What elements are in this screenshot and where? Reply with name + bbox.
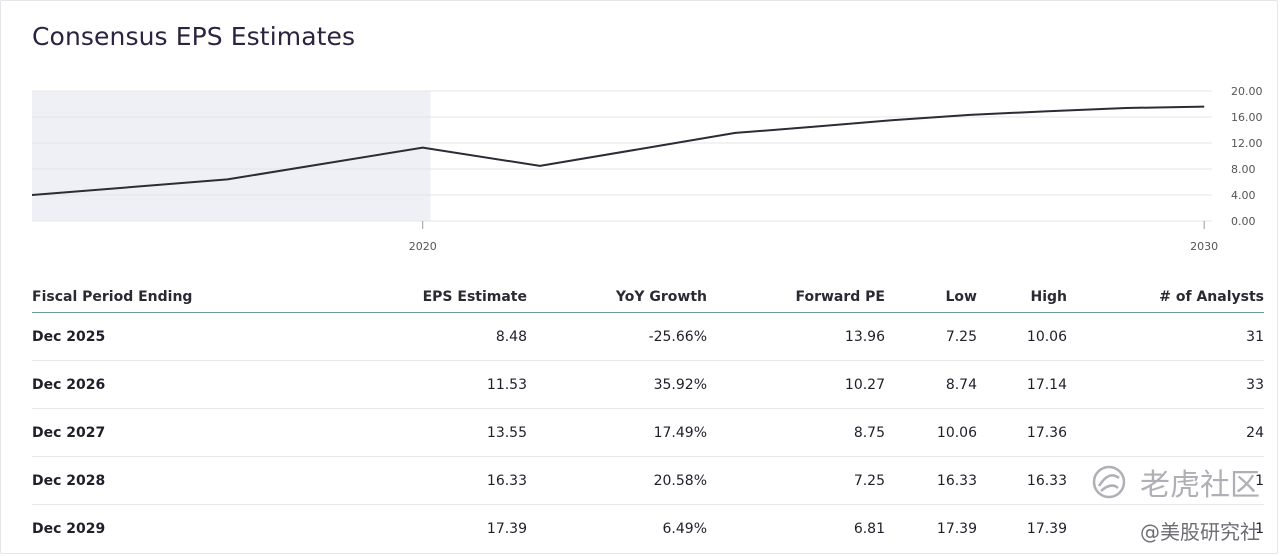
x-tick-label: 2030 (1190, 240, 1218, 253)
table-row: Dec 2027 13.55 17.49% 8.75 10.06 17.36 2… (32, 408, 1264, 457)
cell-analysts: 24 (1067, 408, 1264, 457)
tiger-logo-icon (1092, 465, 1126, 499)
watermark-sub-text: @美股研究社 (1140, 520, 1260, 544)
eps-series-line (31, 105, 1205, 196)
header-eps-estimate[interactable]: EPS Estimate (232, 282, 527, 313)
header-forward-pe[interactable]: Forward PE (707, 282, 885, 313)
historical-shade (32, 91, 431, 221)
table-row: Dec 2028 16.33 20.58% 7.25 16.33 16.33 1 (32, 456, 1264, 505)
table-row: Dec 2026 11.53 35.92% 10.27 8.74 17.14 3… (32, 360, 1264, 409)
cell-low: 10.06 (885, 408, 977, 457)
header-high[interactable]: High (977, 282, 1067, 313)
cell-yoy-growth: 35.92% (527, 360, 707, 409)
eps-line-chart: 20.00 16.00 12.00 8.00 4.00 0.00 2020 2030 (31, 85, 1263, 253)
cell-analysts: 1 (1255, 520, 1264, 537)
cell-high: 17.39 (1026, 520, 1067, 537)
y-tick-label: 8.00 (1231, 163, 1256, 176)
cell-forward-pe: 13.96 (707, 312, 885, 361)
y-tick-label: 4.00 (1231, 189, 1256, 202)
cell-high: 17.36 (977, 408, 1067, 457)
y-tick-label: 12.00 (1231, 137, 1263, 150)
cell-eps-estimate: 11.53 (232, 360, 527, 409)
watermark-main-text: 老虎社区 (1140, 468, 1260, 503)
cell-high: 10.06 (977, 312, 1067, 361)
cell-eps-estimate: 13.55 (232, 408, 527, 457)
header-fiscal-period[interactable]: Fiscal Period Ending (32, 282, 232, 313)
cell-low: 17.39 (936, 520, 977, 537)
cell-period: Dec 2028 (32, 456, 232, 505)
cell-yoy-growth: 17.49% (527, 408, 707, 457)
cell-period: Dec 2027 (32, 408, 232, 457)
cell-forward-pe: 8.75 (707, 408, 885, 457)
cell-low: 7.25 (885, 312, 977, 361)
cell-eps-estimate: 8.48 (232, 312, 527, 361)
cell-yoy-growth: -25.66% (527, 312, 707, 361)
table-row: Dec 2029 17.39 6.49% 6.81 17.39 17.39 1 (32, 505, 1264, 553)
cell-forward-pe: 10.27 (707, 360, 885, 409)
cell-period: Dec 2029 (32, 520, 106, 537)
cell-low: 16.33 (885, 456, 977, 505)
cell-period: Dec 2026 (32, 360, 232, 409)
y-tick-label: 0.00 (1231, 215, 1256, 228)
x-tick-label: 2020 (409, 240, 437, 253)
cell-low: 8.74 (885, 360, 977, 409)
cell-eps-estimate: 16.33 (232, 456, 527, 505)
y-tick-label: 20.00 (1231, 85, 1263, 98)
cell-high: 17.14 (977, 360, 1067, 409)
table-header-row: Fiscal Period Ending EPS Estimate YoY Gr… (32, 282, 1264, 313)
header-analysts[interactable]: # of Analysts (1067, 282, 1264, 313)
header-low[interactable]: Low (885, 282, 977, 313)
cell-forward-pe: 7.25 (707, 456, 885, 505)
cell-high: 16.33 (977, 456, 1067, 505)
page-title: Consensus EPS Estimates (32, 22, 356, 51)
watermark: 老虎社区 @美股研究社 (1089, 460, 1260, 545)
eps-table: Fiscal Period Ending EPS Estimate YoY Gr… (32, 282, 1264, 552)
cell-yoy-growth: 20.58% (527, 456, 707, 505)
y-tick-label: 16.00 (1231, 111, 1263, 124)
cell-analysts: 1 (1067, 456, 1264, 505)
cell-analysts: 33 (1067, 360, 1264, 409)
cell-forward-pe: 6.81 (853, 520, 885, 537)
cell-period: Dec 2025 (32, 312, 232, 361)
header-yoy-growth[interactable]: YoY Growth (527, 282, 707, 313)
table-row: Dec 2025 8.48 -25.66% 13.96 7.25 10.06 3… (32, 312, 1264, 361)
cell-yoy-growth: 6.49% (662, 520, 707, 537)
cell-analysts: 31 (1067, 312, 1264, 361)
cell-eps-estimate: 17.39 (486, 520, 527, 537)
